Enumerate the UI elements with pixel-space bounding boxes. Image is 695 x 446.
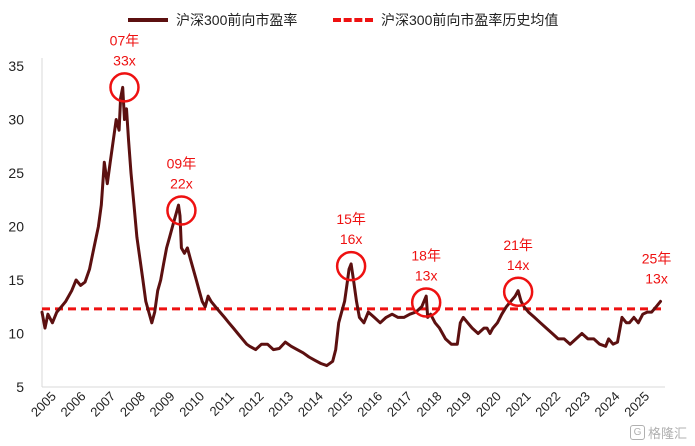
annotation-value-label: 14x (507, 257, 530, 273)
x-tick-label: 2020 (473, 389, 504, 420)
x-tick-label: 2019 (443, 389, 474, 420)
x-tick-label: 2008 (117, 389, 148, 420)
legend-label-mean: 沪深300前向市盈率历史均值 (381, 12, 559, 28)
watermark: G 格隆汇 (629, 423, 687, 442)
legend-swatch-solid (128, 18, 168, 22)
x-tick-label: 2011 (207, 389, 237, 419)
annotation-year-label: 18年 (411, 247, 441, 263)
x-tick-label: 2022 (532, 389, 563, 420)
x-tick-label: 2007 (87, 389, 118, 420)
legend-label-pe: 沪深300前向市盈率 (176, 12, 298, 28)
x-tick-label: 2005 (28, 389, 59, 420)
watermark-text: 格隆汇 (647, 426, 687, 441)
y-tick-label: 35 (8, 58, 24, 74)
peak-highlight-circle (335, 250, 367, 282)
x-tick-label: 2013 (265, 389, 296, 420)
y-tick-label: 30 (8, 112, 24, 128)
x-tick-label: 2023 (562, 389, 593, 420)
peak-highlight-circle (410, 287, 442, 318)
x-tick-label: 2006 (58, 389, 89, 420)
x-tick-label: 2016 (354, 389, 385, 420)
annotation-year-label: 07年 (110, 32, 140, 48)
x-tick-label: 2012 (236, 389, 267, 420)
x-tick-label: 2024 (592, 389, 623, 420)
x-tick-label: 2025 (621, 389, 652, 420)
annotation-value-label: 33x (113, 52, 136, 68)
x-tick-label: 2021 (503, 389, 534, 420)
annotation-year-label: 09年 (167, 155, 197, 171)
y-tick-label: 15 (8, 272, 24, 288)
legend: 沪深300前向市盈率 沪深300前向市盈率历史均值 (0, 10, 695, 34)
x-tick-label: 2010 (176, 389, 207, 420)
y-tick-label: 20 (8, 219, 24, 235)
legend-item-mean: 沪深300前向市盈率历史均值 (333, 10, 558, 30)
annotation-value-label: 22x (170, 175, 193, 191)
legend-swatch-dashed (333, 18, 373, 22)
annotation-year-label: 21年 (503, 237, 533, 253)
annotation-value-label: 13x (415, 267, 438, 283)
peak-highlight-circle (502, 276, 534, 308)
x-tick-label: 2014 (295, 389, 326, 420)
annotation-year-label: 25年 (642, 251, 672, 267)
pe-series-line (40, 85, 662, 368)
peak-highlight-circle (166, 195, 197, 226)
annotation-value-label: 16x (340, 231, 363, 247)
y-tick-label: 10 (8, 326, 24, 342)
x-tick-label: 2009 (147, 389, 178, 420)
y-tick-label: 25 (8, 165, 24, 181)
x-tick-label: 2017 (384, 389, 415, 420)
x-tick-label: 2015 (325, 389, 356, 420)
annotation-year-label: 15年 (336, 211, 366, 227)
annotation-value-label: 13x (645, 271, 668, 287)
peak-highlight-circle (109, 72, 140, 103)
gelonghui-logo-icon: G (629, 425, 645, 440)
y-tick-label: 5 (16, 379, 24, 395)
x-tick-label: 2018 (414, 389, 445, 420)
legend-item-pe: 沪深300前向市盈率 (128, 10, 297, 30)
